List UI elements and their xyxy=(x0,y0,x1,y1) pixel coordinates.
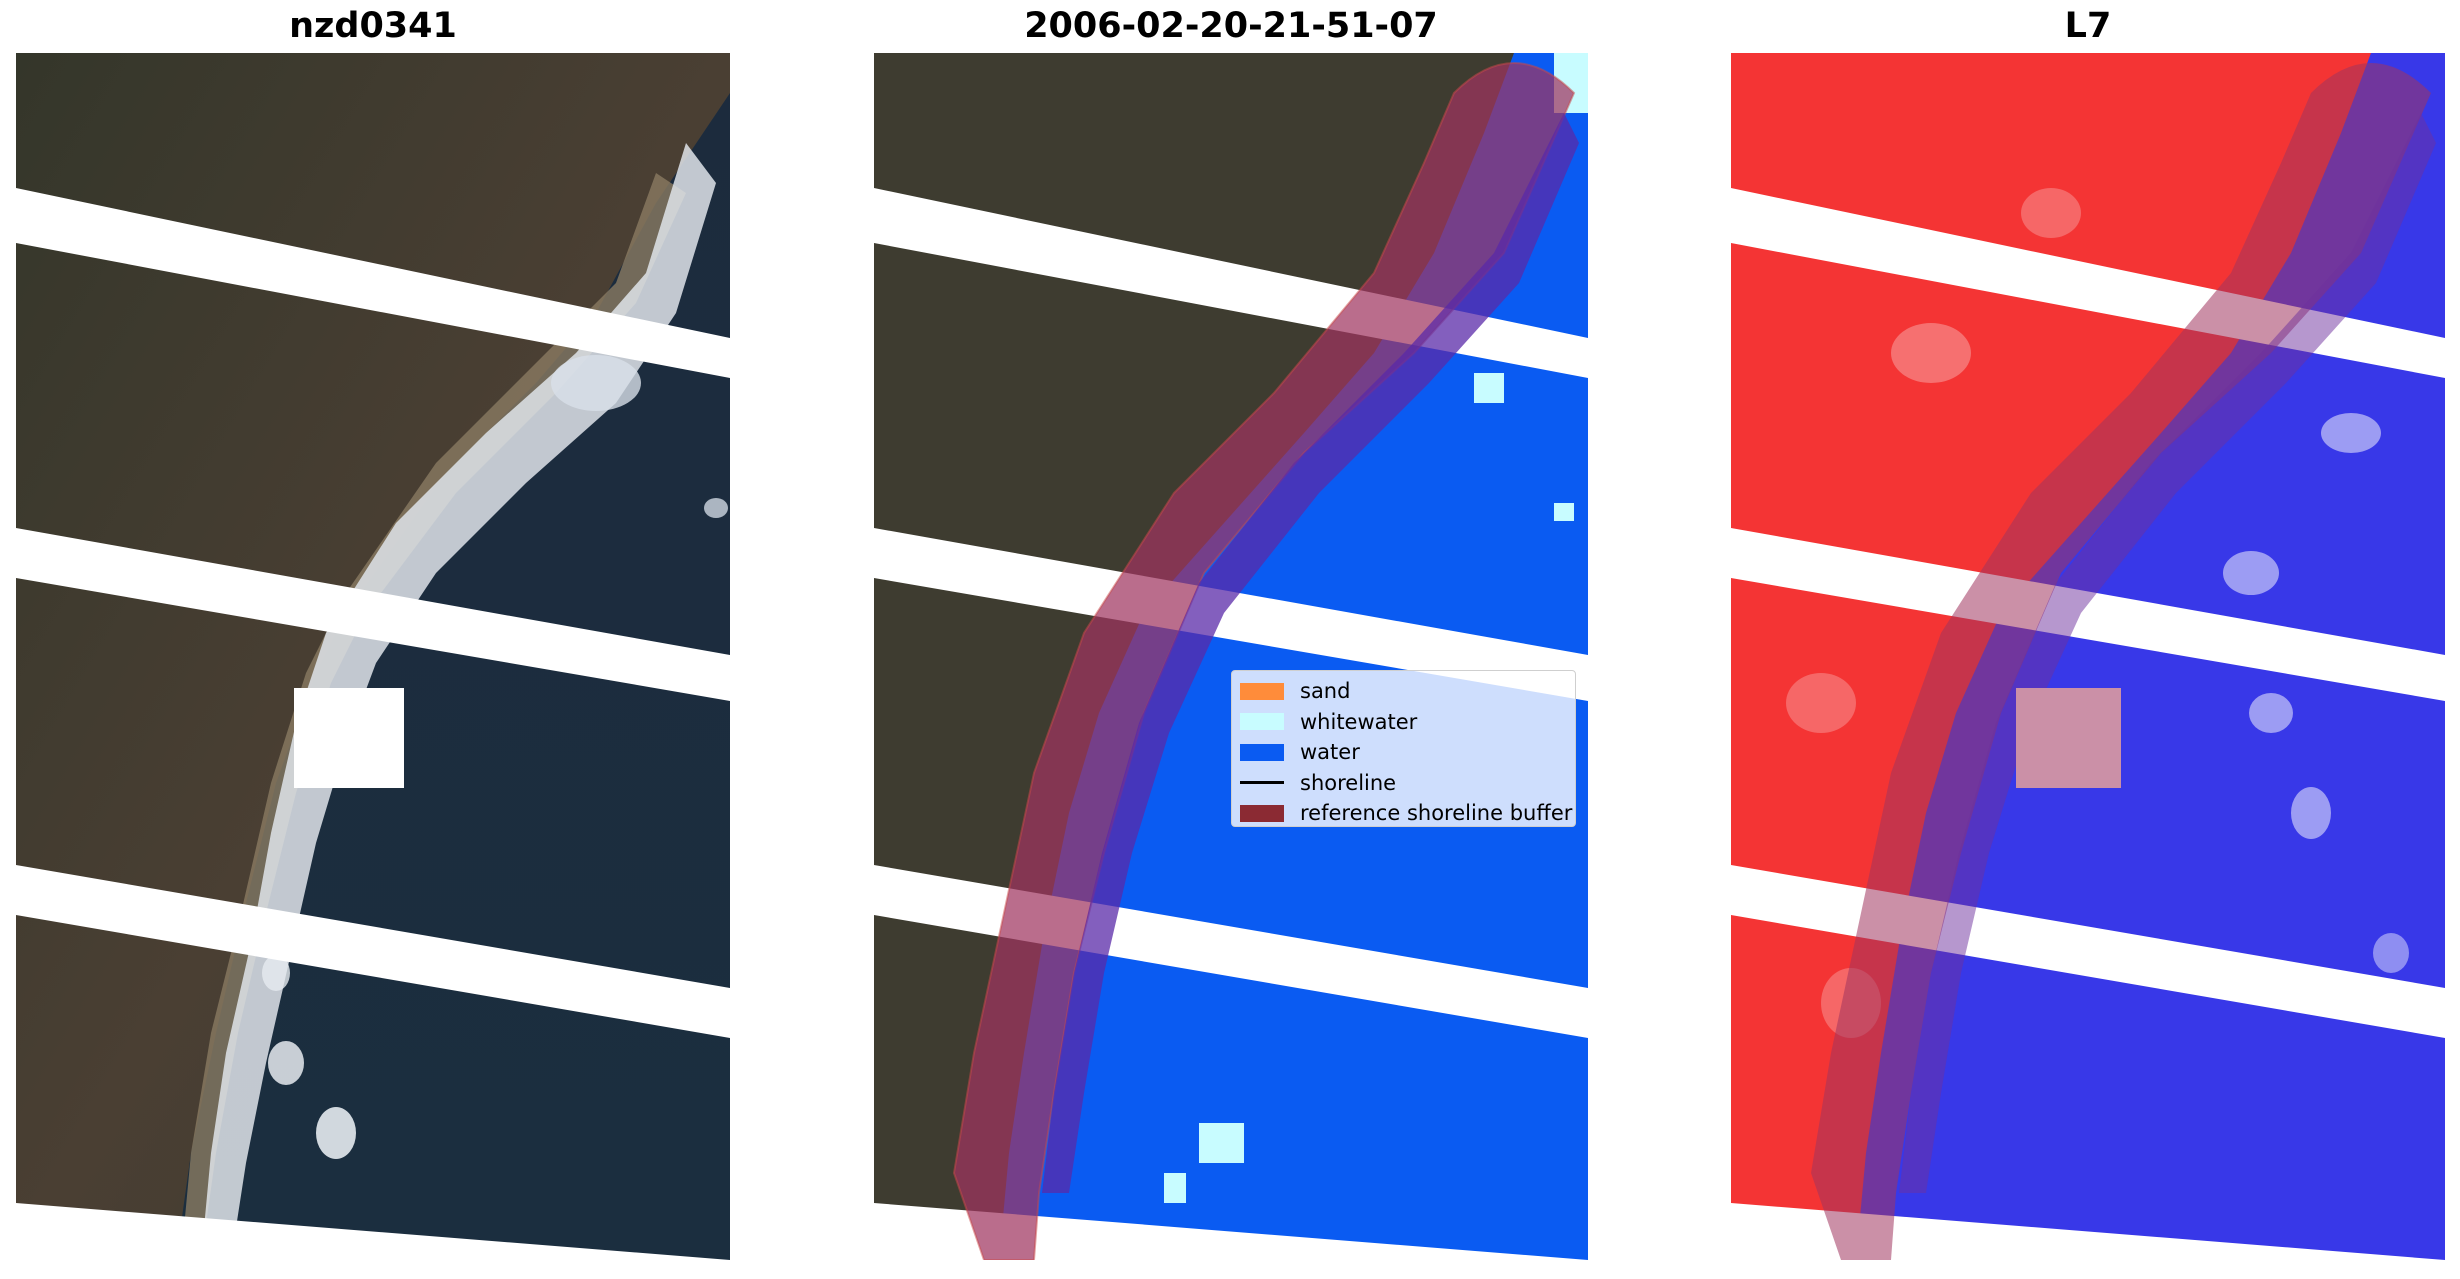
legend-item-whitewater: whitewater xyxy=(1232,707,1575,738)
index-image-panel xyxy=(1731,53,2445,1260)
map-legend: sand whitewater water shoreline referenc… xyxy=(1231,670,1576,827)
buffer-swatch xyxy=(1240,804,1284,822)
sand-swatch xyxy=(1240,682,1284,700)
legend-label: water xyxy=(1300,740,1360,765)
legend-item-shoreline: shoreline xyxy=(1232,768,1575,799)
shoreline-line-swatch xyxy=(1240,781,1284,785)
legend-item-buffer: reference shoreline buffer xyxy=(1232,798,1575,829)
legend-label: sand xyxy=(1300,679,1351,704)
legend-label: reference shoreline buffer xyxy=(1300,801,1573,826)
legend-label: shoreline xyxy=(1300,770,1397,795)
rgb-image-panel xyxy=(16,53,730,1260)
whitewater-swatch xyxy=(1240,713,1284,731)
rgb-image xyxy=(16,53,730,1260)
legend-label: whitewater xyxy=(1300,709,1418,734)
classified-image-panel xyxy=(874,53,1588,1260)
panel-title-classified: 2006-02-20-21-51-07 xyxy=(1024,6,1438,46)
panel-title-index: L7 xyxy=(2064,6,2112,46)
panel-title-rgb: nzd0341 xyxy=(289,6,457,46)
classified-image xyxy=(874,53,1588,1260)
water-swatch xyxy=(1240,743,1284,761)
legend-item-water: water xyxy=(1232,737,1575,768)
index-image xyxy=(1731,53,2445,1260)
legend-item-sand: sand xyxy=(1232,676,1575,707)
